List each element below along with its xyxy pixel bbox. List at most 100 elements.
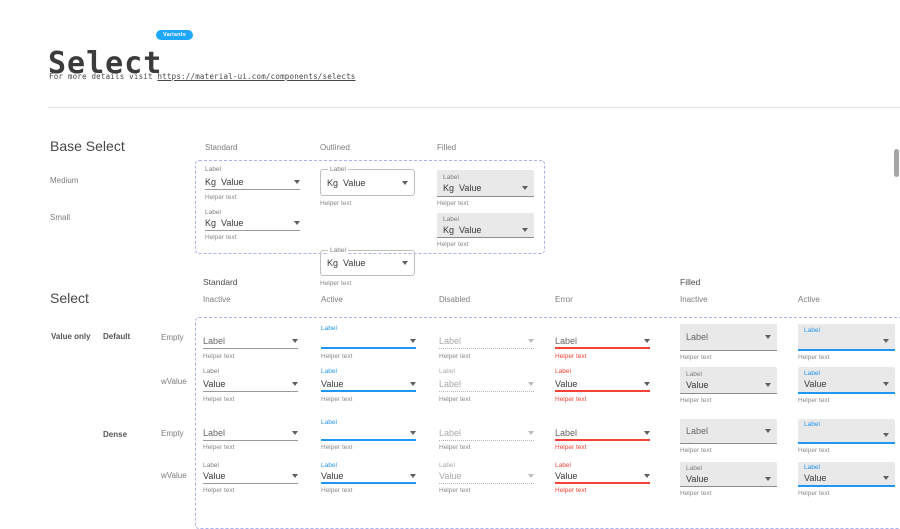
select-filled-box: Label Value [680,462,777,487]
base-select-filled-small[interactable]: Label Kg Value Helper text [437,213,534,248]
helper-text: Helper text [439,396,471,403]
select-label: Label [321,462,337,469]
select-filled-box: Label Value [680,367,777,394]
select-standard-active-default-empty[interactable]: Label Helper text [321,324,416,360]
select-filled-inactive-dense-empty[interactable]: Label Helper text [680,419,777,454]
dropdown-arrow-icon [410,338,416,343]
select-standard-active-dense-empty[interactable]: Label Helper text [321,419,416,451]
select-value-row: Value [321,470,416,484]
helper-text: Helper text [203,353,235,360]
select-value-row: Value [203,377,298,392]
select-standard-inactive-dense-wvalue[interactable]: Label Value Helper text [203,462,298,494]
select-label: Label [321,368,337,375]
select-standard-active-dense-wvalue[interactable]: Label Value Helper text [321,462,416,494]
select-value: Value [804,473,827,483]
base-select-filled-medium[interactable]: Label Kg Value Helper text [437,170,534,207]
column-header-inactive: Inactive [203,295,231,304]
select-filled-inactive-default-empty[interactable]: Label Helper text [680,324,777,361]
select-standard-disabled-dense-empty[interactable]: Label Helper text [439,419,534,451]
helper-text: Helper text [798,397,830,404]
column-header-filled-inactive: Inactive [680,295,708,304]
select-standard-disabled-default-empty[interactable]: Label Helper text [439,324,534,360]
helper-text: Helper text [680,447,712,454]
select-label: Label [439,462,455,469]
helper-text: Helper text [798,447,830,454]
docs-link[interactable]: https://material-ui.com/components/selec… [157,72,356,81]
select-value-row: Value [203,470,298,484]
select-value-row: Label [203,427,298,441]
select-filled-box: Label Value [798,367,895,394]
select-standard-error-default-empty[interactable]: Label Helper text [555,324,650,360]
dropdown-arrow-icon [644,381,650,386]
select-label: Label [804,421,820,428]
select-standard-inactive-default-wvalue[interactable]: Label Value Helper text [203,367,298,403]
select-label: Label [804,370,820,377]
base-select-standard-medium[interactable]: Label Kg Value Helper text [205,165,300,201]
select-filled-active-dense-empty[interactable]: Label Helper text [798,419,895,454]
row-label-medium: Medium [50,176,79,185]
select-filled-box: Label [680,324,777,351]
helper-text: Helper text [203,487,235,494]
helper-text: Helper text [439,444,471,451]
select-value-row: Label [555,427,650,441]
dropdown-arrow-icon [294,179,300,184]
select-filled-inactive-default-wvalue[interactable]: Label Value Helper text [680,367,777,404]
select-filled-active-default-wvalue[interactable]: Label Value Helper text [798,367,895,404]
column-header-active: Active [321,295,343,304]
select-value-row: Value [804,472,889,484]
select-value-row: Value [686,473,771,485]
select-label: Label [686,464,702,472]
select-standard-error-default-wvalue[interactable]: Label Value Helper text [555,367,650,403]
select-label [555,419,650,427]
select-standard-error-dense-wvalue[interactable]: Label Value Helper text [555,462,650,494]
select-standard-active-default-wvalue[interactable]: Label Value Helper text [321,367,416,403]
select-label: Label [555,368,571,375]
helper-text: Helper text [203,396,235,403]
dropdown-arrow-icon [765,335,771,339]
dropdown-arrow-icon [644,431,650,435]
column-header-standard: Standard [205,143,238,152]
base-select-outlined-medium[interactable]: Label Kg Value Helper text [320,166,415,207]
select-standard-inactive-dense-empty[interactable]: Label Helper text [203,419,298,451]
select-standard-disabled-default-wvalue[interactable]: Label Label Helper text [439,367,534,403]
select-value-row: Value [804,378,889,390]
helper-text: Helper text [439,353,471,360]
select-filled-inactive-dense-wvalue[interactable]: Label Value Helper text [680,462,777,497]
select-standard-disabled-dense-wvalue[interactable]: Label Value Helper text [439,462,534,494]
select-value-row [321,334,416,349]
helper-text: Helper text [680,397,712,404]
base-select-standard-small[interactable]: Label Kg Value Helper text [205,209,300,241]
helper-text: Helper text [798,354,830,361]
select-filled-active-default-empty[interactable]: Label Helper text [798,324,895,361]
select-label [555,324,650,334]
helper-text: Helper text [555,353,587,360]
column-header-filled: Filled [437,143,457,152]
dropdown-arrow-icon [528,338,534,343]
select-standard-error-dense-empty[interactable]: Label Helper text [555,419,650,451]
select-value-row: Label [439,334,534,349]
vertical-scrollbar-thumb[interactable] [894,149,899,177]
base-select-outlined-small[interactable]: Label Kg Value Helper text [320,247,415,287]
select-value: Value [686,379,709,390]
dropdown-arrow-icon [765,429,771,433]
dropdown-arrow-icon [410,431,416,435]
dropdown-arrow-icon [765,382,771,387]
row-label-value-only: Value only [51,332,91,341]
select-label [439,419,534,427]
select-standard-inactive-default-empty[interactable]: Label Helper text [203,324,298,360]
select-filled-active-dense-wvalue[interactable]: Label Value Helper text [798,462,895,497]
select-label [203,419,298,427]
select-value-row [804,429,889,441]
select-value: Label [203,335,226,346]
row-label-dense: Dense [103,430,128,439]
select-value: Label [439,428,462,438]
group-header-standard: Standard [203,277,238,287]
select-label: Label [321,419,337,426]
dropdown-arrow-icon [294,221,300,225]
select-value: Label [203,428,226,438]
divider [48,107,900,108]
dropdown-arrow-icon [402,261,408,265]
helper-text: Helper text [321,396,353,403]
select-value: Value [555,471,578,481]
dropdown-arrow-icon [292,381,298,386]
